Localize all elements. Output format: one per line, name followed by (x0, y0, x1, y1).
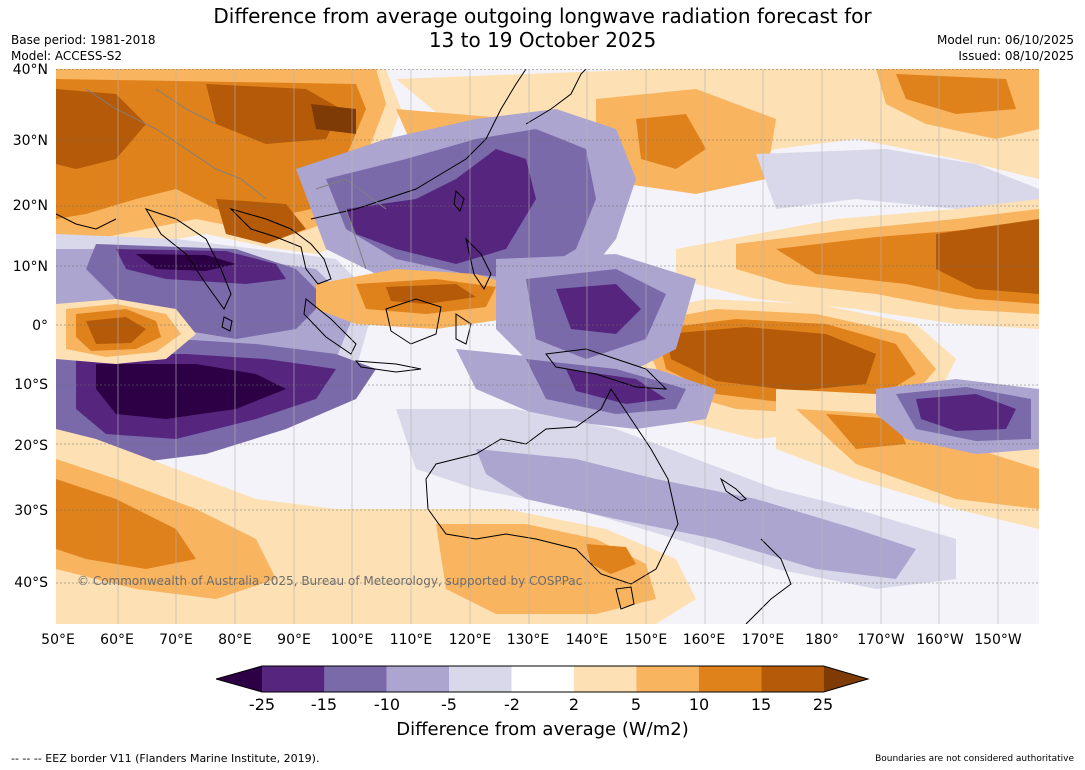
colorbar-tick: -15 (310, 695, 338, 714)
issued-date: Issued: 08/10/2025 (958, 49, 1074, 63)
colorbar-tick: -25 (248, 695, 276, 714)
model-name: Model: ACCESS-S2 (11, 49, 123, 63)
lon-label: 120°E (448, 632, 492, 648)
colorbar-tick: 2 (568, 695, 580, 714)
lon-label: 150°E (624, 632, 668, 648)
lon-label: 170°E (741, 632, 785, 648)
colorbar-segment (324, 666, 387, 692)
lat-label: 10°N (12, 259, 48, 275)
lon-label: 160°E (682, 632, 726, 648)
olr-anomaly-map (56, 69, 1039, 624)
colorbar-segment (386, 666, 450, 692)
map-panel (56, 69, 1039, 624)
colorbar-max-arrow (823, 666, 868, 692)
lat-label: 30°S (14, 503, 48, 519)
colorbar-segment (262, 666, 325, 692)
lat-label: 40°N (12, 62, 48, 78)
lon-label: 170°W (857, 632, 905, 648)
lon-label: 110°E (389, 632, 433, 648)
lon-label: 180° (805, 632, 839, 648)
lat-label: 10°S (14, 377, 48, 393)
title-line-1: Difference from average outgoing longwav… (213, 4, 872, 28)
lat-label: 20°S (14, 438, 48, 454)
lon-label: 140°E (565, 632, 609, 648)
colorbar-tick: -10 (373, 695, 401, 714)
meta-right: Model run: 06/10/2025 Issued: 08/10/2025 (937, 32, 1074, 64)
lon-label: 60°E (100, 632, 134, 648)
base-period: Base period: 1981-2018 (11, 33, 156, 47)
model-run: Model run: 06/10/2025 (936, 33, 1074, 47)
eez-legend: -- -- -- EEZ border V11 (Flanders Marine… (11, 752, 320, 765)
colorbar-tick: 5 (630, 695, 642, 714)
lon-label: 100°E (330, 632, 374, 648)
lon-label: 150°W (974, 632, 1022, 648)
colorbar-min-arrow (216, 666, 262, 692)
colorbar (216, 665, 870, 693)
lon-label: 80°E (218, 632, 252, 648)
colorbar-tick: -5 (441, 695, 457, 714)
colorbar-segment (449, 666, 512, 692)
colorbar-segment (511, 666, 574, 692)
lat-label: 0° (32, 318, 48, 334)
lat-label: 20°N (12, 198, 48, 214)
colorbar-segment (761, 666, 824, 692)
lon-label: 130°E (506, 632, 550, 648)
title-line-2: 13 to 19 October 2025 (428, 28, 657, 52)
lon-label: 70°E (159, 632, 193, 648)
colorbar-segment (636, 666, 699, 692)
map-title: Difference from average outgoing longwav… (0, 4, 1085, 52)
lat-label: 30°N (12, 133, 48, 149)
copyright-notice: © Commonwealth of Australia 2025, Bureau… (77, 574, 583, 588)
colorbar-tick: 10 (688, 695, 710, 714)
colorbar-segment (574, 666, 637, 692)
colorbar-tick: 15 (750, 695, 772, 714)
lon-label: 90°E (277, 632, 311, 648)
colorbar-tick: 25 (812, 695, 834, 714)
colorbar-label: Difference from average (W/m2) (396, 719, 689, 740)
colorbar-segment (698, 666, 762, 692)
boundaries-disclaimer: Boundaries are not considered authoritat… (875, 754, 1074, 764)
lon-label: 50°E (41, 632, 75, 648)
lon-label: 160°W (916, 632, 964, 648)
meta-left: Base period: 1981-2018 Model: ACCESS-S2 (11, 32, 156, 64)
colorbar-tick: -2 (504, 695, 520, 714)
lat-label: 40°S (14, 575, 48, 591)
